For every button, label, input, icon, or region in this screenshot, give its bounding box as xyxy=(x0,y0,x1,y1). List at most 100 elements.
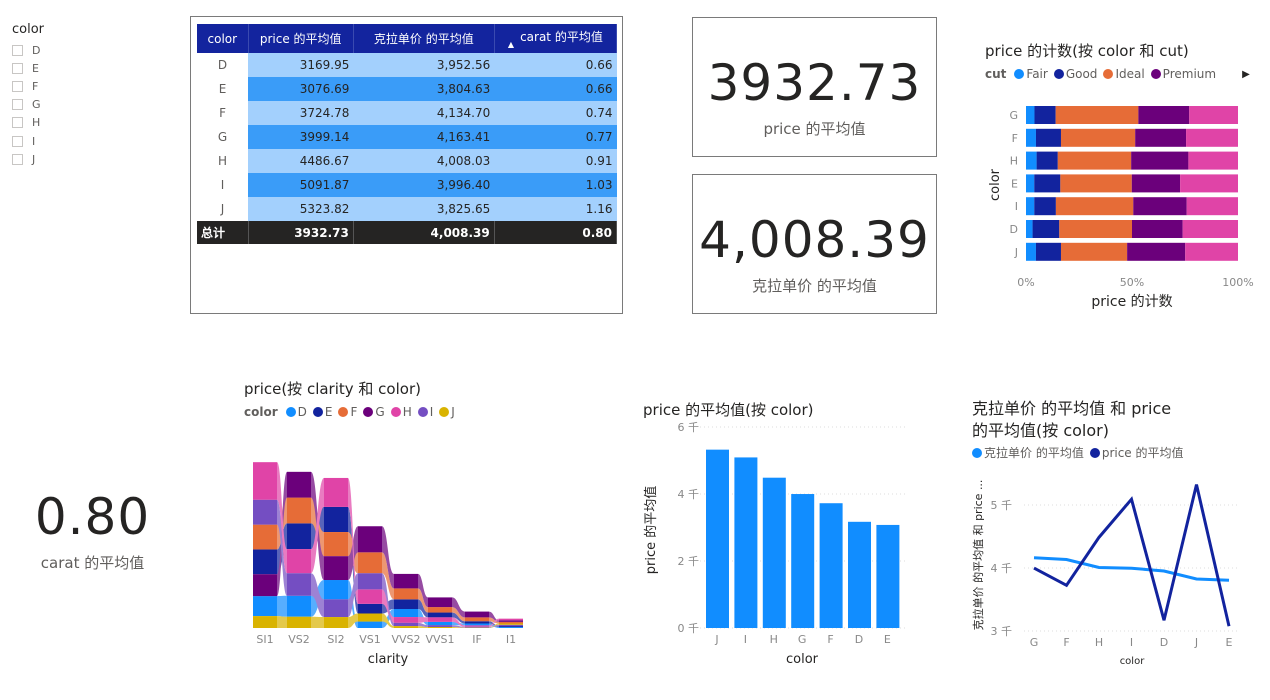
ribbon-segment-F[interactable] xyxy=(287,497,311,524)
bar-segment-premium[interactable] xyxy=(1127,242,1186,261)
bar-segment-fair[interactable] xyxy=(1026,128,1036,147)
column-header[interactable]: color xyxy=(197,24,249,53)
ribbon-segment-E[interactable] xyxy=(324,506,348,533)
ribbon-segment-F[interactable] xyxy=(394,588,418,600)
legend-item[interactable]: D xyxy=(285,405,307,419)
ribbon-segment-E[interactable] xyxy=(287,523,311,550)
bar-segment-very-good[interactable] xyxy=(1186,197,1238,216)
ribbon-segment-F[interactable] xyxy=(499,621,523,624)
ribbon-segment-D[interactable] xyxy=(499,627,523,628)
bar-segment-ideal[interactable] xyxy=(1059,220,1132,238)
ribbon-segment-I[interactable] xyxy=(324,599,348,618)
bar-segment-ideal[interactable] xyxy=(1060,128,1136,147)
slicer-item-F[interactable]: F xyxy=(12,77,38,95)
ribbon-segment-H[interactable] xyxy=(324,477,348,507)
legend-item[interactable]: G xyxy=(363,405,385,419)
column-header[interactable]: ▲ carat 的平均值 xyxy=(494,24,618,53)
bar-segment-fair[interactable] xyxy=(1026,151,1037,170)
ribbon-segment-E[interactable] xyxy=(499,626,523,628)
ribbon-segment-I[interactable] xyxy=(253,499,277,525)
bar-J[interactable] xyxy=(706,449,729,628)
ribbon-segment-H[interactable] xyxy=(428,617,452,622)
ribbon-segment-F[interactable] xyxy=(428,607,452,613)
bar-segment-very-good[interactable] xyxy=(1180,174,1238,193)
ribbon-segment-J[interactable] xyxy=(394,626,418,628)
bar-segment-very-good[interactable] xyxy=(1182,220,1238,238)
legend-item[interactable]: J xyxy=(439,405,455,419)
legend-next-arrow-icon[interactable]: ▶ xyxy=(1242,68,1250,80)
ribbon-segment-H[interactable] xyxy=(358,589,382,604)
slicer-item-J[interactable]: J xyxy=(12,150,35,168)
bar-segment-very-good[interactable] xyxy=(1185,242,1238,261)
ribbon-segment-D[interactable] xyxy=(324,580,348,600)
slicer-item-D[interactable]: D xyxy=(12,41,40,59)
ribbon-segment-I[interactable] xyxy=(287,573,311,596)
bar-segment-ideal[interactable] xyxy=(1055,197,1134,216)
ribbon-segment-F[interactable] xyxy=(358,552,382,574)
bar-segment-ideal[interactable] xyxy=(1060,174,1132,193)
ribbon-segment-E[interactable] xyxy=(394,599,418,610)
checkbox[interactable] xyxy=(12,62,23,74)
checkbox[interactable] xyxy=(12,135,23,147)
ribbon-segment-G[interactable] xyxy=(499,620,523,622)
ribbon-segment-D[interactable] xyxy=(253,596,277,617)
ribbon-segment-G[interactable] xyxy=(358,526,382,553)
legend-item[interactable]: 克拉单价 的平均值 xyxy=(972,444,1084,461)
checkbox[interactable] xyxy=(12,117,23,129)
bar-segment-premium[interactable] xyxy=(1132,220,1183,238)
bar-segment-fair[interactable] xyxy=(1026,106,1035,124)
ribbon-segment-F[interactable] xyxy=(324,532,348,557)
ribbon-segment-H[interactable] xyxy=(287,549,311,574)
column-header[interactable]: price 的平均值 xyxy=(248,24,354,53)
legend-item[interactable]: Premium xyxy=(1150,67,1216,81)
bar-segment-ideal[interactable] xyxy=(1057,151,1132,170)
ribbon-segment-I[interactable] xyxy=(394,622,418,627)
slicer-item-I[interactable]: I xyxy=(12,132,35,150)
ribbon-segment-H[interactable] xyxy=(499,618,523,621)
ribbon-segment-D[interactable] xyxy=(394,609,418,618)
ribbon-segment-G[interactable] xyxy=(324,556,348,581)
ribbon-segment-F[interactable] xyxy=(465,617,489,622)
ribbon-segment-E[interactable] xyxy=(358,603,382,614)
bar-segment-very-good[interactable] xyxy=(1188,151,1238,170)
bar-E[interactable] xyxy=(876,524,900,628)
legend-item[interactable]: H xyxy=(390,405,412,419)
bar-D[interactable] xyxy=(848,521,871,628)
ribbon-segment-E[interactable] xyxy=(253,549,277,575)
checkbox[interactable] xyxy=(12,99,23,111)
ribbon-segment-I[interactable] xyxy=(465,626,489,628)
ribbon-segment-J[interactable] xyxy=(358,613,382,622)
ribbon-segment-D[interactable] xyxy=(428,621,452,626)
ribbon-segment-I[interactable] xyxy=(499,624,523,627)
bar-segment-good[interactable] xyxy=(1035,242,1061,261)
ribbon-segment-J[interactable] xyxy=(428,627,452,628)
bar-segment-fair[interactable] xyxy=(1026,174,1035,193)
ribbon-segment-G[interactable] xyxy=(394,573,418,589)
bar-segment-ideal[interactable] xyxy=(1060,242,1128,261)
legend-item[interactable]: E xyxy=(312,405,332,419)
bar-segment-fair[interactable] xyxy=(1026,220,1033,238)
ribbon-segment-H[interactable] xyxy=(253,462,277,500)
bar-segment-good[interactable] xyxy=(1034,197,1056,216)
bar-segment-premium[interactable] xyxy=(1131,151,1189,170)
bar-segment-premium[interactable] xyxy=(1131,174,1181,193)
ribbon-segment-D[interactable] xyxy=(287,595,311,617)
bar-I[interactable] xyxy=(734,457,758,628)
line-series[interactable] xyxy=(1033,556,1230,582)
ribbon-segment-I[interactable] xyxy=(358,573,382,590)
line-series[interactable] xyxy=(1033,484,1231,627)
checkbox[interactable] xyxy=(12,44,23,56)
ribbon-segment-H[interactable] xyxy=(394,617,418,623)
ribbon-segment-J[interactable] xyxy=(499,623,523,625)
legend-item[interactable]: Good xyxy=(1053,67,1097,81)
bar-segment-good[interactable] xyxy=(1036,151,1058,170)
bar-segment-premium[interactable] xyxy=(1135,128,1187,147)
bar-F[interactable] xyxy=(819,503,843,628)
slicer-item-H[interactable]: H xyxy=(12,114,40,132)
bar-segment-very-good[interactable] xyxy=(1189,106,1238,124)
ribbon-segment-G[interactable] xyxy=(287,471,311,498)
bar-segment-premium[interactable] xyxy=(1133,197,1187,216)
bar-segment-fair[interactable] xyxy=(1026,197,1035,216)
bar-H[interactable] xyxy=(762,477,786,628)
legend-item[interactable]: Ideal xyxy=(1103,67,1145,81)
